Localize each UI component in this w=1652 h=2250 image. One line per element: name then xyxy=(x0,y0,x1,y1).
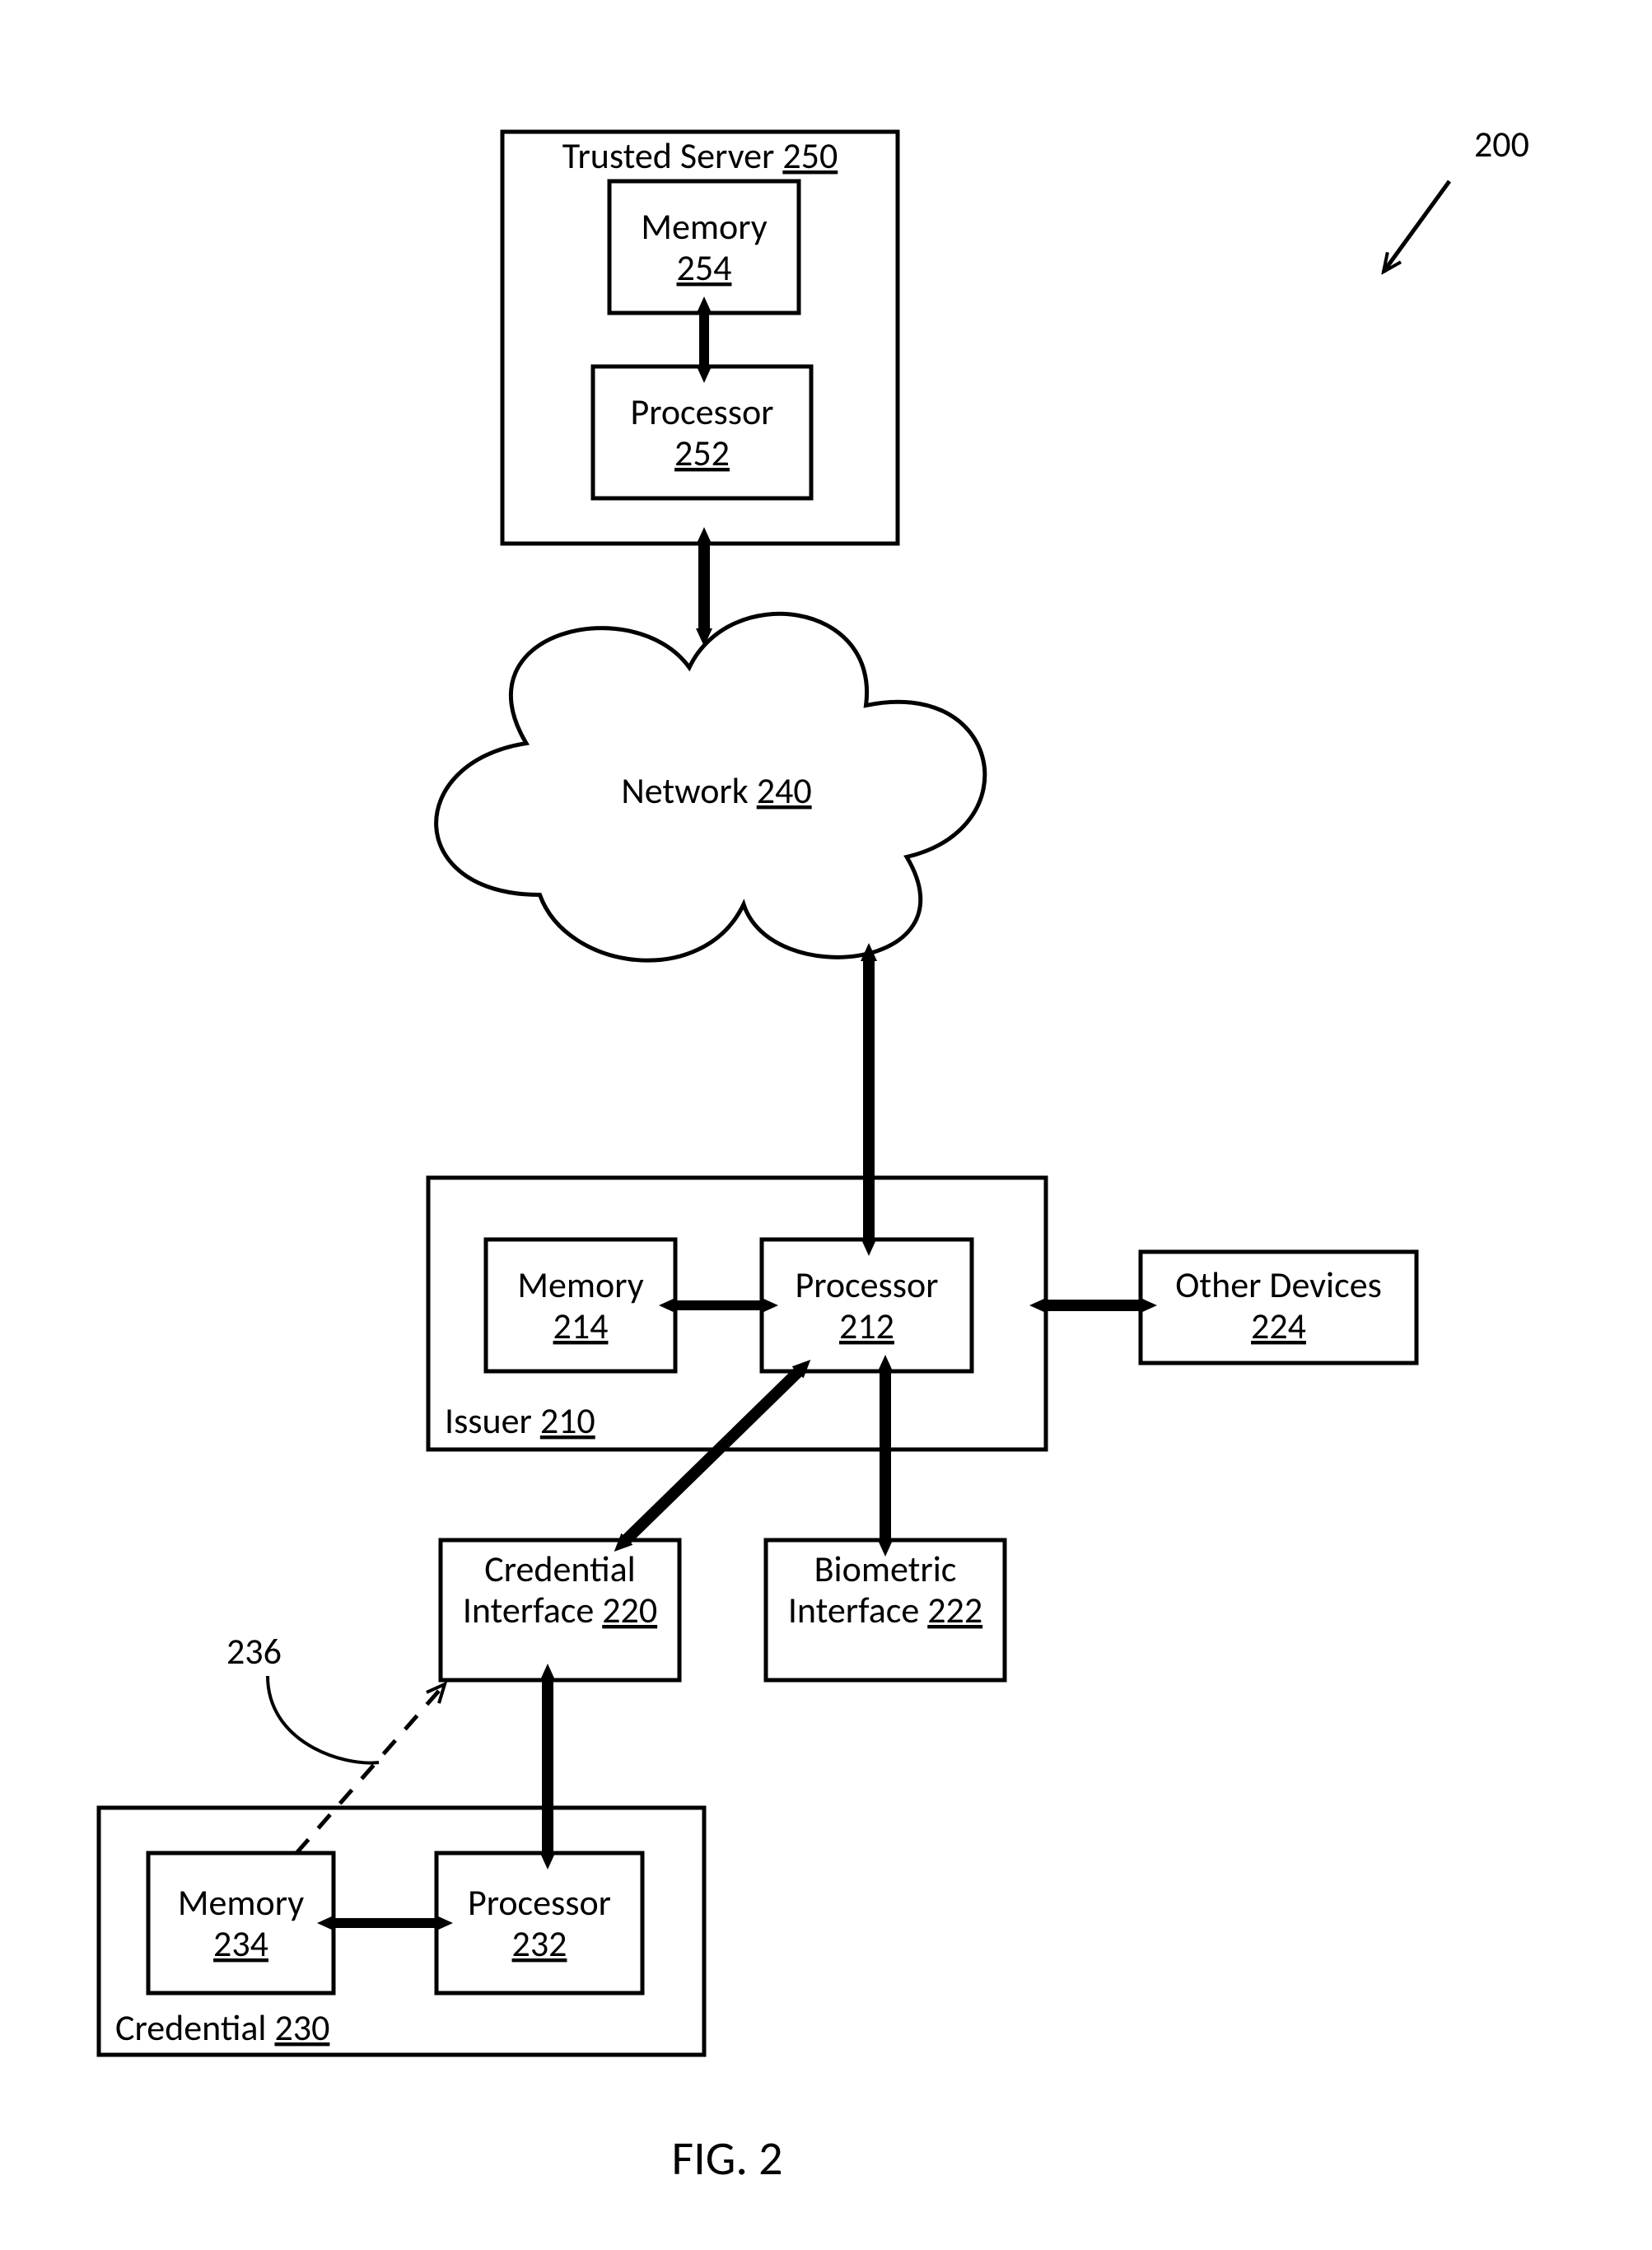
issuer-memory-num: 214 xyxy=(553,1304,609,1348)
ts-processor-num: 252 xyxy=(674,431,730,475)
issuer-memory-label: Memory xyxy=(517,1263,643,1307)
ts-memory-label: Memory xyxy=(641,204,767,249)
label-236: 236 xyxy=(226,1629,282,1673)
issuer-processor-label: Processor xyxy=(795,1263,938,1307)
credential-memory-num: 234 xyxy=(213,1921,268,1966)
page-pointer xyxy=(1384,181,1449,272)
other-devices-label: Other Devices xyxy=(1175,1263,1382,1307)
credential-title: Credential 230 xyxy=(115,2005,329,2050)
dashed-236 xyxy=(296,1684,445,1853)
page-number: 200 xyxy=(1474,122,1529,166)
issuer-title: Issuer 210 xyxy=(445,1398,595,1443)
other-devices-num: 224 xyxy=(1251,1304,1306,1348)
biometric-interface-l2: Interface 222 xyxy=(788,1588,982,1632)
figure-label: FIG. 2 xyxy=(671,2129,782,2187)
credential-interface-l2: Interface 220 xyxy=(463,1588,657,1632)
pointer-236-lead xyxy=(268,1676,379,1763)
credential-processor-label: Processor xyxy=(468,1880,611,1925)
network-label: Network 240 xyxy=(621,768,811,813)
issuer-processor-num: 212 xyxy=(839,1304,894,1348)
ts-memory-num: 254 xyxy=(677,245,732,290)
credential-processor-num: 232 xyxy=(512,1921,567,1966)
trusted-server-title: Trusted Server 250 xyxy=(562,133,838,178)
ts-processor-label: Processor xyxy=(630,390,773,434)
credential-interface-l1: Credential xyxy=(484,1547,636,1591)
credential-memory-label: Memory xyxy=(178,1880,304,1925)
biometric-interface-l1: Biometric xyxy=(814,1547,957,1591)
